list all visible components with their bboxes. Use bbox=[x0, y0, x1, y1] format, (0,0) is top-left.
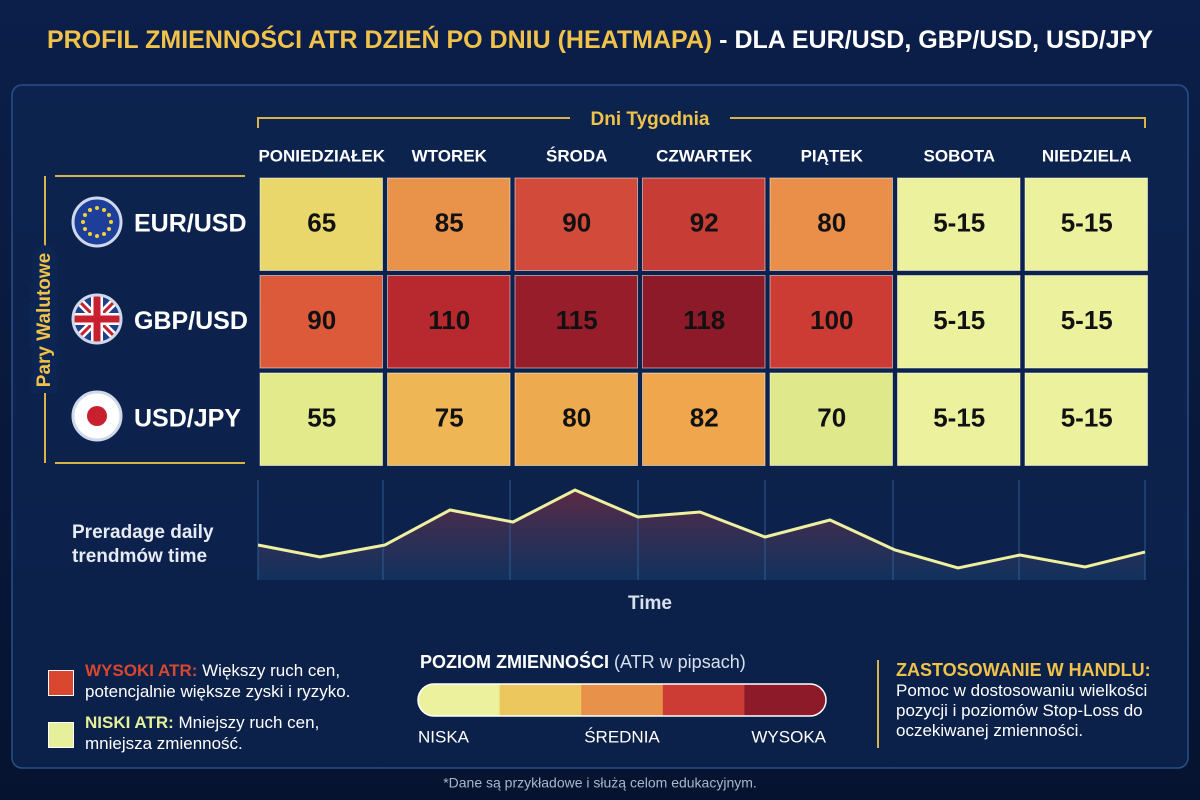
row-label: EUR/USD bbox=[134, 209, 247, 237]
heatmap-cell bbox=[387, 372, 511, 466]
heatmap-cell bbox=[642, 372, 766, 466]
heatmap-cell bbox=[642, 177, 766, 271]
heatmap-cell bbox=[897, 372, 1021, 466]
note-label: NISKI ATR: bbox=[85, 713, 174, 732]
heatmap-cell bbox=[259, 372, 383, 466]
column-label: PIĄTEK bbox=[801, 146, 864, 165]
column-label: CZWARTEK bbox=[656, 146, 753, 165]
column-label: WTOREK bbox=[412, 146, 488, 165]
trend-decoration bbox=[257, 480, 1146, 580]
cell-value: 5-15 bbox=[1061, 208, 1113, 238]
column-label: PONIEDZIAŁEK bbox=[258, 146, 385, 165]
heatmap-cell bbox=[514, 275, 638, 369]
heatmap-cell bbox=[1024, 372, 1148, 466]
cell-value: 55 bbox=[307, 403, 336, 433]
scale-unit: (ATR w pipsach) bbox=[614, 652, 746, 672]
column-bracket bbox=[257, 117, 1146, 128]
heatmap-cell bbox=[387, 275, 511, 369]
heatmap-cell bbox=[514, 177, 638, 271]
scale-segment bbox=[581, 684, 664, 716]
usage: ZASTOSOWANIE W HANDLU: Pomoc w dostosowan… bbox=[896, 660, 1166, 741]
note-swatch bbox=[48, 670, 74, 696]
scale-segment bbox=[662, 684, 745, 716]
cell-value: 5-15 bbox=[933, 208, 985, 238]
column-label: ŚRODA bbox=[546, 146, 607, 165]
cell-value: 5-15 bbox=[1061, 305, 1113, 335]
cell-value: 100 bbox=[810, 305, 853, 335]
heatmap-cell bbox=[387, 177, 511, 271]
scale-label: WYSOKA bbox=[751, 727, 826, 746]
heatmap-cell bbox=[259, 275, 383, 369]
usage-text: Pomoc w dostosowaniu wielkości pozycji i… bbox=[896, 681, 1148, 740]
flags bbox=[71, 196, 123, 442]
row-header: Pary Walutowe bbox=[34, 253, 55, 387]
title-suffix: - DLA EUR/USD, GBP/USD, USD/JPY bbox=[719, 26, 1153, 54]
cell-value: 65 bbox=[307, 208, 336, 238]
cell-value: 118 bbox=[683, 305, 725, 335]
note-text: Większy ruch cen, potencjalnie większe z… bbox=[85, 661, 351, 701]
note-swatch bbox=[48, 722, 74, 748]
heatmap-cell bbox=[1024, 177, 1148, 271]
title: PROFIL ZMIENNOŚCI ATR DZIEŃ PO DNIU (HEA… bbox=[47, 24, 1153, 54]
row-label: USD/JPY bbox=[134, 404, 241, 432]
column-label: NIEDZIELA bbox=[1042, 146, 1132, 165]
cell-value: 115 bbox=[556, 305, 598, 335]
trend-label: Preradage daily trendmów time bbox=[72, 522, 214, 567]
cell-value: 85 bbox=[435, 208, 464, 238]
heatmap-cell bbox=[769, 275, 893, 369]
heatmap-cell bbox=[769, 177, 893, 271]
title-main: PROFIL ZMIENNOŚCI ATR DZIEŃ PO DNIU (HEA… bbox=[47, 24, 712, 54]
cell-value: 80 bbox=[817, 208, 846, 238]
column-header: Dni Tygodnia bbox=[591, 109, 710, 130]
trend-axis-label: Time bbox=[628, 593, 672, 614]
scale-label: ŚREDNIA bbox=[584, 727, 660, 746]
scale-border bbox=[417, 683, 827, 717]
cell-value: 5-15 bbox=[1061, 403, 1113, 433]
heatmap-cell bbox=[897, 177, 1021, 271]
scale-segment bbox=[418, 684, 501, 716]
note-text: Mniejszy ruch cen, mniejsza zmienność. bbox=[85, 713, 320, 753]
heatmap-cell bbox=[897, 275, 1021, 369]
scale-segment bbox=[499, 684, 582, 716]
heatmap-cell bbox=[514, 372, 638, 466]
scale-segment bbox=[744, 684, 826, 716]
cell-value: 5-15 bbox=[933, 305, 985, 335]
heatmap-cell bbox=[1024, 275, 1148, 369]
heatmap-cell bbox=[259, 177, 383, 271]
row-bracket bbox=[44, 175, 245, 464]
scale-title: POZIOM ZMIENNOŚCI bbox=[420, 651, 609, 672]
cell-value: 82 bbox=[690, 403, 719, 433]
cell-value: 90 bbox=[307, 305, 336, 335]
cell-value: 80 bbox=[562, 403, 591, 433]
footnote: *Dane są przykładowe i służą celom eduka… bbox=[443, 775, 757, 791]
scale-label: NISKA bbox=[418, 727, 470, 746]
note-high: WYSOKI ATR: Większy ruch cen, potencjaln… bbox=[85, 660, 385, 702]
cell-value: 92 bbox=[690, 208, 719, 238]
heatmap-cell bbox=[769, 372, 893, 466]
column-label: SOBOTA bbox=[924, 146, 995, 165]
note-label: WYSOKI ATR: bbox=[85, 661, 198, 680]
scale-bar bbox=[417, 683, 827, 717]
row-label: GBP/USD bbox=[134, 307, 248, 335]
cell-value: 70 bbox=[817, 403, 846, 433]
heatmap-cell bbox=[642, 275, 766, 369]
scale-segments bbox=[418, 684, 826, 716]
usage-title: ZASTOSOWANIE W HANDLU: bbox=[896, 660, 1151, 680]
cell-value: 110 bbox=[428, 305, 470, 335]
cell-value: 90 bbox=[562, 208, 591, 238]
scale-heading: POZIOM ZMIENNOŚCI (ATR w pipsach) bbox=[420, 651, 746, 672]
cell-value: 5-15 bbox=[933, 403, 985, 433]
cell-value: 75 bbox=[435, 403, 464, 433]
note-low: NISKI ATR: Mniejszy ruch cen, mniejsza z… bbox=[85, 712, 375, 754]
